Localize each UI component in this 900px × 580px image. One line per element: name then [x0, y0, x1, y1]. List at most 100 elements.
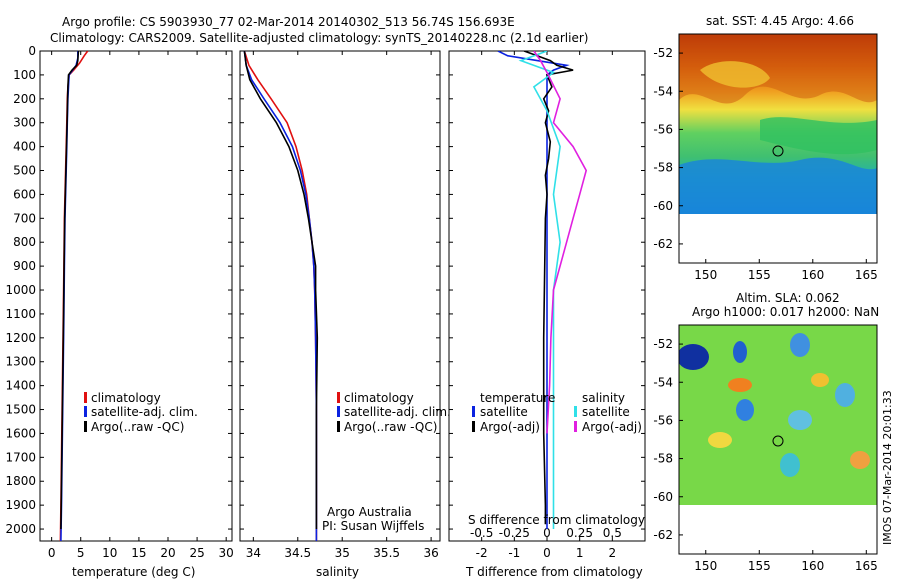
- salinity-legend-argo: Argo(..raw -QC): [344, 420, 437, 434]
- depth-tick-label: 2000: [5, 522, 36, 536]
- sstTicks-xtick-label: 155: [748, 268, 771, 282]
- sst-argo-marker: [772, 145, 784, 157]
- sst-map: sat. SST: 4.45 Argo: 4.66 150 155 160 165 -5…: [653, 14, 877, 282]
- sla-eddy-low-4: [736, 399, 754, 421]
- sst-map-frame: [678, 33, 878, 264]
- slaTicks-ytick-label: -56: [653, 413, 673, 427]
- sla-argo-marker: [772, 435, 784, 447]
- temperature-legend-argo: Argo(..raw -QC): [91, 420, 184, 434]
- temperature-legend-swatch-climatology: [84, 392, 87, 403]
- sal-series-argo-raw-qc-: [243, 51, 319, 529]
- depth-tick-label: 1600: [5, 426, 36, 440]
- temp-xtick-label: 20: [160, 546, 175, 560]
- sla-eddy-low-5: [788, 410, 812, 430]
- depth-tick-label: 100: [13, 68, 36, 82]
- temperature-legend-climatology: climatology: [91, 391, 161, 405]
- sla-field: [679, 325, 877, 505]
- sstTicks-xtick-label: 150: [694, 268, 717, 282]
- diff-xtick-label: 2: [609, 546, 617, 560]
- sla-map-title: Altim. SLA: 0.062: [736, 291, 840, 305]
- slaTicks-xtick-label: 150: [694, 559, 717, 573]
- depth-tick-label: 1500: [5, 403, 36, 417]
- difference-legend-salinity-title: salinity: [582, 391, 625, 405]
- temperature-legend: climatology satellite-adj. clim. Argo(..…: [84, 391, 198, 434]
- sal-xtick-label: 35: [335, 546, 350, 560]
- sla-map: Altim. SLA: 0.062 Argo h1000: 0.017 h200…: [653, 291, 879, 573]
- sstTicks-ytick-label: -54: [653, 84, 673, 98]
- difference-xlabel: T difference from climatology: [465, 565, 643, 579]
- depth-tick-label: 800: [13, 235, 36, 249]
- sstTicks-ytick-label: -62: [653, 237, 673, 251]
- difference-legend-t-satellite: satellite: [480, 405, 528, 419]
- salinity-xlabel: salinity: [316, 565, 359, 579]
- imos-timestamp-stamp: IMOS 07-Mar-2014 20:01:33: [881, 390, 894, 545]
- temperature-legend-swatch-argo: [84, 421, 87, 432]
- slaTicks-ytick-label: -58: [653, 452, 673, 466]
- temperature-legend-swatch-satellite: [84, 406, 87, 417]
- sst-no-data: [679, 214, 877, 263]
- figure-title-line2: Climatology: CARS2009. Satellite-adjuste…: [50, 31, 588, 45]
- depth-tick-label: 600: [13, 187, 36, 201]
- slaTicks-xtick-label: 155: [748, 559, 771, 573]
- depth-tick-label: 1400: [5, 379, 36, 393]
- sst-map-title: sat. SST: 4.45 Argo: 4.66: [706, 14, 854, 28]
- depth-tick-label: 1100: [5, 307, 36, 321]
- depth-tick-label: 700: [13, 211, 36, 225]
- diff-series-satellite: [518, 51, 561, 529]
- slaTicks-ytick-label: -62: [653, 528, 673, 542]
- depth-tick-label: 400: [13, 140, 36, 154]
- sdiff-tick-label: 0.25: [566, 526, 593, 540]
- slaTicks-ytick-label: -54: [653, 375, 673, 389]
- sla-map-frame: [678, 324, 878, 555]
- diff-xtick-label: 0: [543, 546, 551, 560]
- depth-tick-label: 0: [28, 44, 36, 58]
- diff-series-satellite: [497, 51, 570, 529]
- sla-no-data: [679, 505, 877, 554]
- temp-series-argo-raw-qc-: [60, 51, 80, 530]
- depth-tick-label: 1800: [5, 474, 36, 488]
- slaTicks-ytick-label: -52: [653, 337, 673, 351]
- temperature-axes-frame: [39, 50, 233, 542]
- depth-tick-label: 300: [13, 116, 36, 130]
- temp-xtick-label: 5: [77, 546, 85, 560]
- sst-warm-front: [679, 34, 877, 104]
- sdiff-tick-label: -0.25: [499, 526, 530, 540]
- salinity-axes-frame: [239, 50, 441, 542]
- sal-xtick-label: 34: [246, 546, 261, 560]
- sal-xtick-label: 34.5: [284, 546, 311, 560]
- sal-series-satellite-adj-clim-: [243, 51, 318, 541]
- sstTicks-ytick-label: -58: [653, 161, 673, 175]
- diff-xtick-label: -2: [476, 546, 488, 560]
- sst-cool-tongue: [760, 117, 877, 155]
- sst-cold-water: [679, 157, 877, 214]
- sstTicks-ytick-label: -56: [653, 122, 673, 136]
- slaTicks-ytick-label: -60: [653, 490, 673, 504]
- temperature-legend-satellite: satellite-adj. clim.: [91, 405, 198, 419]
- sdiff-tick-label: -0.5: [470, 526, 493, 540]
- difference-legend-swatch-t-argo: [472, 421, 475, 432]
- sla-eddy-low-2: [733, 341, 747, 363]
- salinity-legend: climatology satellite-adj. clim. Argo(..…: [337, 391, 451, 434]
- difference-legend-s-satellite: satellite: [582, 405, 630, 419]
- sal-xtick-label: 36: [423, 546, 438, 560]
- salinity-annotation-institution: Argo Australia: [327, 505, 412, 519]
- sla-eddy-high-3: [708, 432, 732, 448]
- salinity-legend-climatology: climatology: [344, 391, 414, 405]
- diff-series-argo-adj-: [533, 51, 588, 434]
- temp-xtick-label: 25: [189, 546, 204, 560]
- salinity-legend-swatch-argo: [337, 421, 340, 432]
- sla-eddy-high-1: [728, 378, 752, 392]
- temp-xtick-label: 30: [219, 546, 234, 560]
- depth-tick-label: 200: [13, 92, 36, 106]
- temperature-panel: 0100200300400500600700800900100011001200…: [5, 44, 233, 579]
- sstTicks-xtick-label: 165: [855, 268, 878, 282]
- temp-xtick-label: 10: [102, 546, 117, 560]
- depth-tick-label: 1700: [5, 450, 36, 464]
- salinity-legend-swatch-climatology: [337, 392, 340, 403]
- difference-panel: -2 -1 0 1 2 -0.5 -0.25 0 0.25 0.5 S difference fr…: [448, 50, 646, 579]
- difference-legend-swatch-s-satellite: [574, 406, 577, 417]
- salinity-annotation-pi: PI: Susan Wijffels: [322, 519, 424, 533]
- difference-legend-temperature-title: temperature: [480, 391, 555, 405]
- slaTicks-xtick-label: 160: [801, 559, 824, 573]
